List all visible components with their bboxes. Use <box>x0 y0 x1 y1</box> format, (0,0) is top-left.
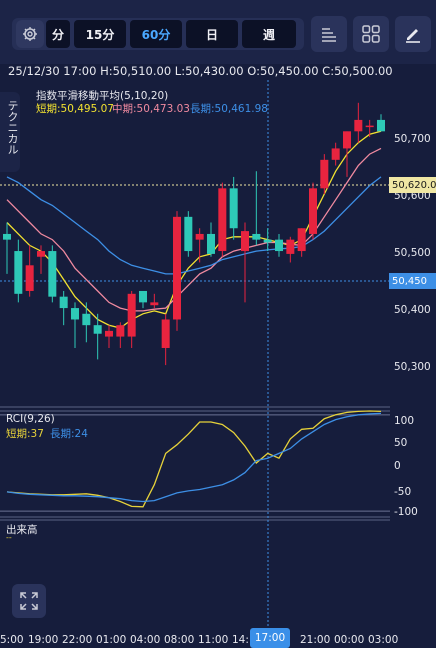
candle-body <box>37 251 45 257</box>
time-axis-label: 01:00 <box>96 634 127 646</box>
draw-tool-button[interactable] <box>395 16 431 52</box>
rci-axis-label: 100 <box>394 415 415 427</box>
price-axis-label: 50,500 <box>394 247 431 259</box>
candle-body <box>59 296 68 309</box>
ema-long-value: 長期:50,461.98 <box>190 103 268 115</box>
grid-icon <box>362 25 380 43</box>
candle-body <box>150 302 159 306</box>
price-axis-label: 50,300 <box>394 361 431 373</box>
candle-body <box>218 188 227 252</box>
candle-body <box>25 265 34 291</box>
time-axis-label: 03:00 <box>368 634 399 646</box>
time-axis-label: 11:00 <box>198 634 229 646</box>
ema-line-2 <box>6 176 382 275</box>
ema-line-1 <box>6 147 382 312</box>
ema-line-0 <box>6 130 382 329</box>
ema-title: 指数平滑移動平均(5,10,20) <box>36 90 169 102</box>
pencil-icon <box>406 29 420 43</box>
candle-body <box>184 216 193 252</box>
candle-body <box>127 293 136 337</box>
rci-short-value: 短期:37 <box>6 428 44 440</box>
layout-grid-button[interactable] <box>353 16 389 52</box>
technical-side-tab[interactable]: テクニカル <box>0 92 20 172</box>
candle-body <box>252 233 261 240</box>
fullscreen-button[interactable] <box>12 584 46 618</box>
candle-body <box>3 233 11 240</box>
price-axis-label: 50,600 <box>394 190 431 202</box>
ohlc-readout: 25/12/30 17:00 H:50,510.00 L:50,430.00 O… <box>8 64 393 78</box>
time-axis-label: 08:00 <box>164 634 195 646</box>
candle-body <box>229 188 238 229</box>
ema-short-value: 短期:50,495.07 <box>36 103 114 115</box>
candle-body <box>297 228 306 252</box>
candle-body <box>365 125 374 128</box>
candle-body <box>286 239 295 254</box>
time-axis-label: 14: <box>232 634 249 646</box>
candle-body <box>48 251 57 297</box>
rci-axis-label: -50 <box>394 486 412 498</box>
rci-long-value: 長期:24 <box>50 428 88 440</box>
candle-body <box>377 119 385 132</box>
volume-marker: -- <box>6 533 12 542</box>
cursor-price-tag: 50,620.00 <box>389 177 436 193</box>
ema-mid-value: 中期:50,473.03 <box>112 103 190 115</box>
candle-body <box>195 233 204 240</box>
candle-body <box>320 159 329 189</box>
candle-body <box>275 239 283 252</box>
time-axis-label: 19:00 <box>28 634 59 646</box>
indicator-list-button[interactable] <box>311 16 347 52</box>
time-axis-label: 21:00 <box>300 634 331 646</box>
time-axis-label: 04:00 <box>130 634 161 646</box>
candle-body <box>93 325 102 334</box>
rci-title: RCI(9,26) <box>6 413 55 425</box>
candle-body <box>343 131 351 149</box>
candle-body <box>331 148 340 160</box>
candle-body <box>263 239 272 243</box>
candle-body <box>14 251 23 294</box>
time-axis-label: 00:00 <box>334 634 365 646</box>
list-icon <box>322 28 336 42</box>
chart-toolbar: 分 15分 60分 日 週 <box>0 0 436 64</box>
candle-body <box>116 325 125 337</box>
candle-body <box>71 308 79 320</box>
settings-button[interactable] <box>16 20 44 48</box>
tab-timeframe-min[interactable]: 分 <box>46 20 70 48</box>
time-axis-label: 22:00 <box>62 634 93 646</box>
tab-timeframe-week[interactable]: 週 <box>242 20 296 48</box>
price-axis-label: 50,700 <box>394 133 431 145</box>
expand-icon <box>20 592 38 610</box>
candle-body <box>139 290 147 303</box>
rci-axis-label: 50 <box>394 437 408 449</box>
price-axis-label: 50,400 <box>394 304 431 316</box>
tab-timeframe-15min[interactable]: 15分 <box>74 20 126 48</box>
candle-body <box>354 119 363 132</box>
current-price-tag: 50,450 <box>389 273 436 289</box>
gear-icon <box>23 27 37 41</box>
side-tab-label: テクニカル <box>6 100 19 155</box>
volume-title: 出来高 <box>6 524 38 536</box>
candle-body <box>161 319 170 348</box>
candle-body <box>173 216 181 320</box>
candle-body <box>105 330 113 337</box>
rci-axis-label: -100 <box>394 506 418 518</box>
candle-body <box>207 233 215 254</box>
tab-timeframe-day[interactable]: 日 <box>186 20 238 48</box>
tab-timeframe-60min[interactable]: 60分 <box>130 20 182 48</box>
candle-body <box>309 188 317 234</box>
time-cursor-tag: 17:00 <box>250 628 290 648</box>
rci-axis-label: 0 <box>394 460 401 472</box>
time-axis-label: 5:00 <box>0 634 24 646</box>
candle-body <box>82 313 91 326</box>
candle-body <box>241 231 249 252</box>
